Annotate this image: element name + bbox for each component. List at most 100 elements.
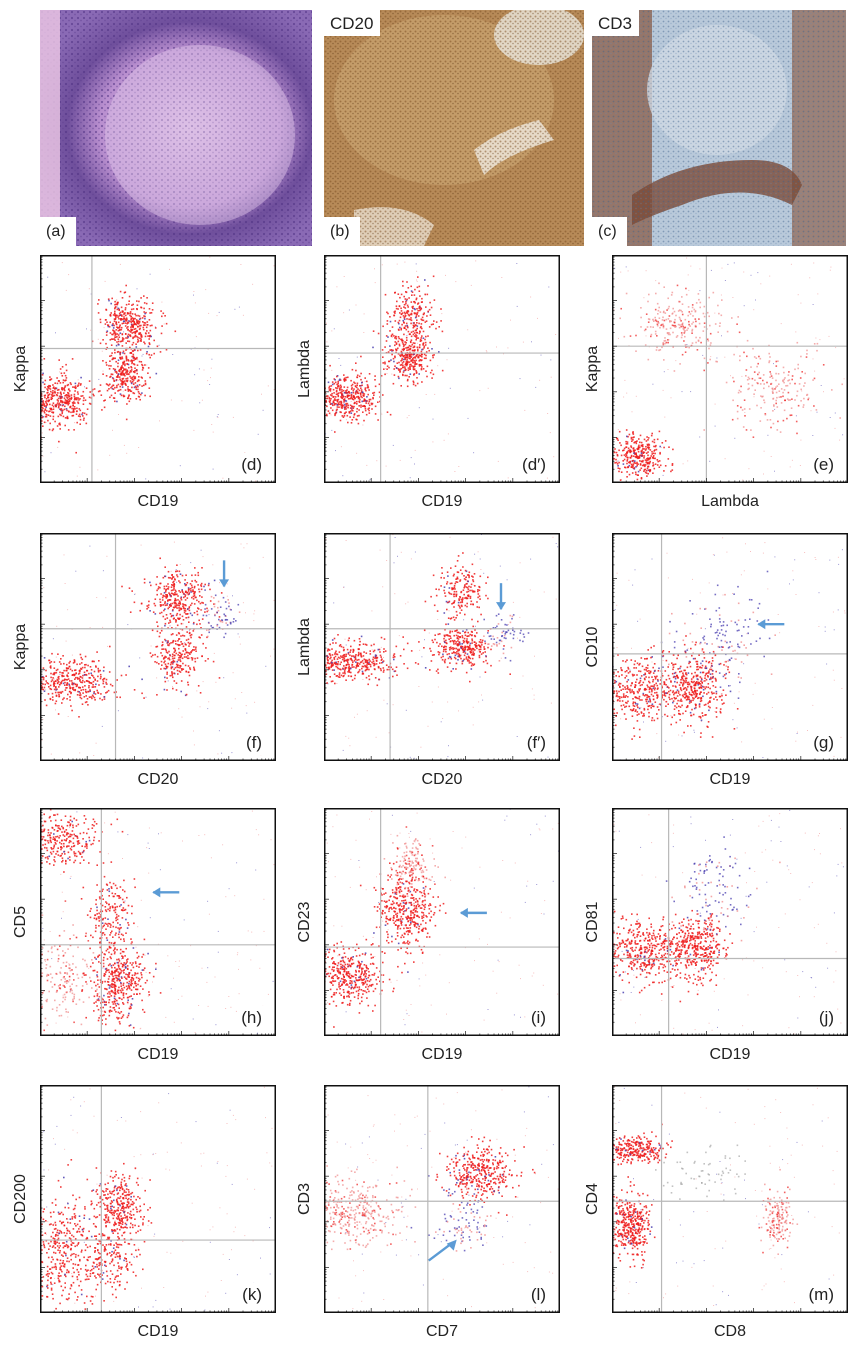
event-dot [187,593,190,596]
event-dot [161,644,163,647]
event-dot [207,621,210,624]
event-dot [182,606,185,608]
event-dot [196,610,198,613]
event-dot [144,342,146,345]
event-dot [137,340,140,342]
event-dot [175,621,177,623]
event-dot [239,643,241,645]
event-dot [394,337,396,339]
event-dot [42,683,44,685]
event-dot [628,433,631,436]
event-dot [333,378,336,380]
event-dot [643,470,645,472]
event-dot [662,316,664,319]
event-dot [638,455,641,457]
event-dot [671,464,674,466]
event-dot [195,336,197,338]
event-dot [346,394,349,396]
event-dot [56,389,59,391]
event-dot [175,604,178,607]
event-dot [336,399,339,401]
event-dot [165,585,168,587]
event-dot [753,371,756,373]
event-dot [82,688,85,691]
event-dot [211,424,213,425]
event-dot [655,448,658,451]
event-dot [134,331,136,333]
event-dot [58,695,60,698]
event-dot [78,677,80,680]
event-dot [813,343,816,345]
event-dot [44,379,47,382]
event-dot [332,388,335,391]
event-dot [618,449,620,452]
event-dot [642,459,644,462]
event-dot [634,471,637,474]
event-dot [350,392,353,394]
event-dot [630,436,633,439]
event-dot [379,667,382,670]
event-dot [204,603,207,606]
event-dot [115,323,118,326]
event-dot [688,346,690,349]
event-dot [368,407,370,409]
event-dot [193,730,194,732]
event-dot [148,387,151,389]
event-dot [659,445,661,448]
event-dot [331,369,333,371]
event-dot [417,356,420,359]
event-dot [65,678,67,681]
event-dot [408,361,411,363]
event-dot [626,471,628,473]
event-dot [639,463,642,465]
event-dot [341,656,343,658]
event-dot [393,374,396,376]
event-dot [118,380,120,381]
event-dot [186,613,188,615]
event-dot [187,617,189,619]
event-dot [356,713,358,715]
event-dot [134,332,137,335]
event-dot [671,324,674,327]
event-dot [193,594,196,597]
event-dot [115,316,117,319]
event-dot [62,409,64,412]
event-dot [54,404,57,406]
event-dot [191,596,193,599]
event-dot [345,379,347,381]
event-dot [110,354,113,357]
event-dot [348,309,350,311]
event-dot [132,317,135,320]
event-dot [326,664,328,665]
event-dot [405,299,408,302]
event-dot [127,397,129,400]
event-dot [116,696,118,698]
event-dot [54,388,56,390]
event-dot [253,613,255,615]
event-dot [199,402,201,404]
event-dot [141,317,144,319]
event-dot [196,690,198,692]
event-dot [52,677,54,679]
event-dot [178,657,180,659]
event-dot [806,353,808,355]
event-dot [165,348,168,351]
scatter-f2 [324,533,560,761]
event-dot [365,652,368,654]
event-dot [350,645,352,648]
event-dot [615,461,618,464]
event-dot [187,651,189,654]
event-dot [43,421,46,424]
event-dot [136,300,138,302]
event-dot [49,666,52,668]
event-dot [519,616,521,618]
event-dot [168,657,170,659]
event-dot [208,701,210,703]
event-dot [407,330,410,333]
event-dot [753,393,755,395]
event-dot [364,377,366,379]
event-dot [703,357,706,360]
event-dot [334,652,337,654]
event-dot [351,368,354,371]
event-dot [814,370,816,372]
